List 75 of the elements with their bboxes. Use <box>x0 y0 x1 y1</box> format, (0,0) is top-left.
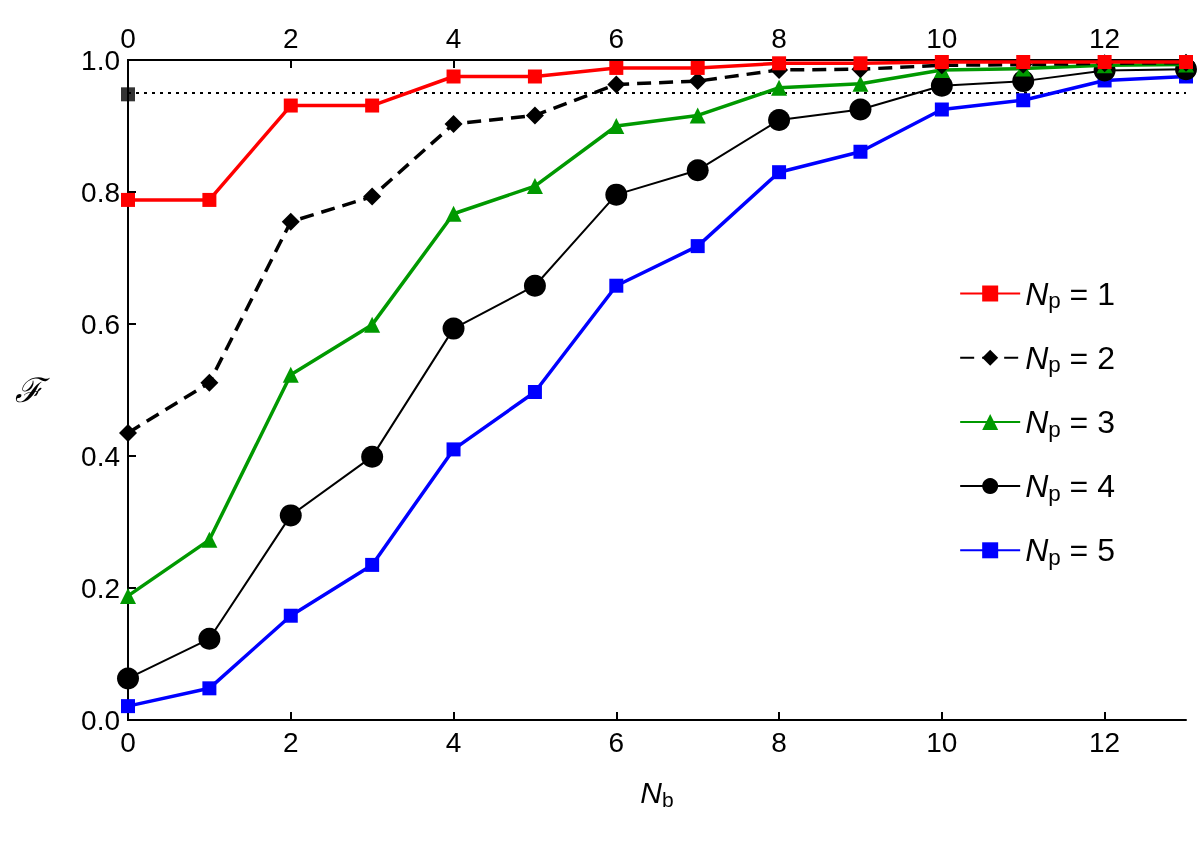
point <box>361 445 384 468</box>
point <box>1016 54 1031 69</box>
point <box>444 115 463 134</box>
point <box>689 107 706 124</box>
point <box>690 239 705 254</box>
point <box>1016 93 1031 108</box>
point <box>688 72 707 91</box>
x-tick-label: 6 <box>608 726 625 758</box>
point <box>609 60 624 75</box>
point <box>363 187 382 206</box>
point <box>121 192 135 207</box>
point <box>527 384 542 399</box>
point <box>200 373 219 392</box>
point <box>853 144 868 159</box>
point <box>772 56 787 71</box>
x-tick-label: 0 <box>120 726 136 758</box>
point <box>605 183 628 206</box>
x-tick-label: 4 <box>445 726 462 758</box>
y-tick-label: 0.4 <box>81 440 120 472</box>
point <box>686 159 709 182</box>
point <box>119 423 137 442</box>
point <box>849 98 872 121</box>
point <box>365 557 380 572</box>
y-tick-label: 0.8 <box>81 176 120 208</box>
x2-tick-label: 0 <box>120 22 136 54</box>
point <box>365 98 380 113</box>
point <box>283 98 298 113</box>
point <box>527 69 542 84</box>
point <box>283 608 298 623</box>
point <box>279 504 302 527</box>
y-tick-label: 1.0 <box>81 44 120 76</box>
point <box>934 54 949 69</box>
point <box>202 192 217 207</box>
y-tick-label: 0.0 <box>81 704 120 736</box>
point <box>608 118 625 134</box>
x-tick-label: 12 <box>1089 726 1121 758</box>
x-tick-label: 10 <box>926 726 958 758</box>
y-axis-title: ℱ <box>15 370 50 410</box>
point <box>117 667 139 690</box>
point <box>281 212 300 231</box>
point <box>446 69 461 84</box>
x2-tick-label: 2 <box>282 22 299 54</box>
point <box>364 316 381 333</box>
point <box>768 109 791 132</box>
x2-tick-label: 8 <box>771 22 787 54</box>
point <box>934 102 949 117</box>
point <box>446 442 461 457</box>
x2-tick-label: 4 <box>445 22 462 54</box>
point <box>198 627 221 650</box>
point <box>690 60 705 75</box>
point <box>202 681 217 696</box>
x2-tick-label: 12 <box>1089 22 1121 54</box>
point <box>120 587 136 604</box>
x2-tick-label: 6 <box>608 22 625 54</box>
point <box>609 278 624 293</box>
point <box>201 531 218 548</box>
point <box>523 274 546 297</box>
point <box>282 366 299 383</box>
point <box>853 56 868 71</box>
point <box>772 165 787 180</box>
point <box>445 205 462 222</box>
point <box>852 75 869 92</box>
point <box>771 79 788 96</box>
x2-tick-label: 10 <box>926 22 958 54</box>
point <box>526 178 543 195</box>
point <box>525 106 544 125</box>
point <box>607 75 626 94</box>
point <box>121 699 135 714</box>
y-tick-label: 0.2 <box>81 572 120 604</box>
point <box>1097 54 1112 69</box>
x-tick-label: 2 <box>282 726 299 758</box>
point <box>121 87 135 102</box>
x-tick-label: 8 <box>771 726 787 758</box>
y-tick-label: 0.6 <box>81 308 120 340</box>
point <box>442 317 465 340</box>
